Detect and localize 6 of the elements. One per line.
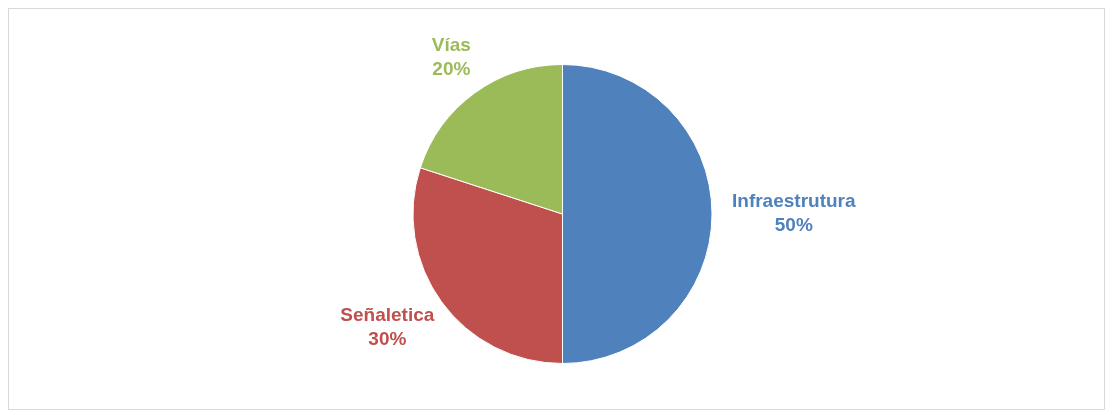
slice-label: Vías [431,33,471,55]
data-label: 50% [774,214,813,236]
slice-label: Infraestrutura [732,190,856,212]
data-label: 30% [368,327,407,349]
data-label: 20% [432,57,471,79]
slice-label: Señaletica [340,303,435,325]
